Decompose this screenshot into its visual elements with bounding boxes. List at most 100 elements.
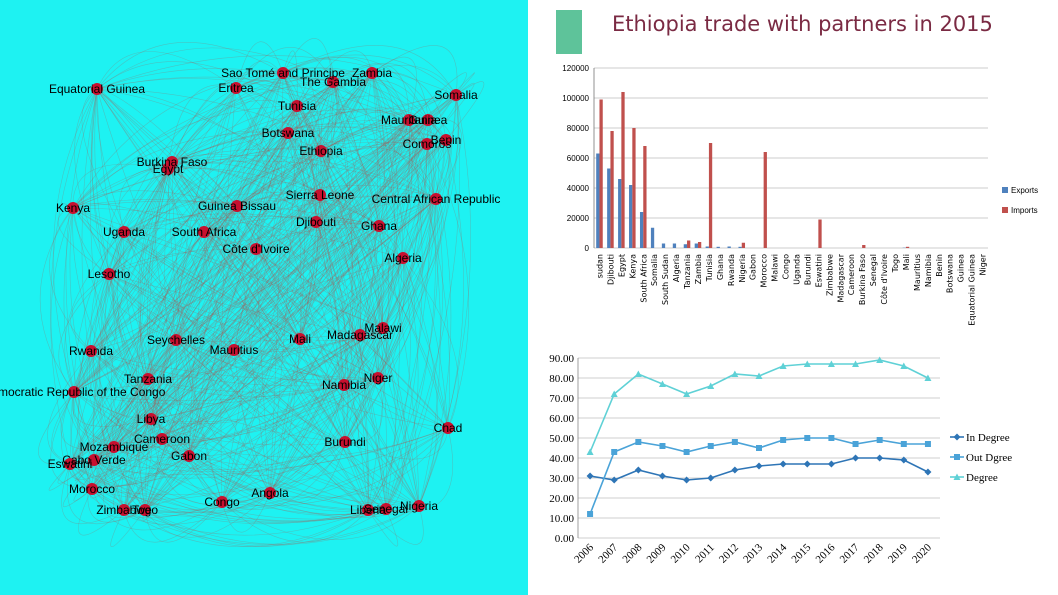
network-edge (382, 198, 443, 329)
network-node-label: Egypt (153, 162, 184, 176)
line-point (683, 449, 690, 455)
line-y-tick-label: 60.00 (549, 413, 574, 425)
network-edge (81, 88, 125, 511)
line-point (611, 449, 618, 455)
network-edge (296, 94, 322, 152)
bar-imports (599, 99, 603, 248)
network-edge (255, 248, 449, 429)
network-edge (296, 105, 305, 340)
network-edge (255, 132, 289, 250)
network-edge (299, 72, 373, 340)
network-node (264, 487, 276, 499)
network-edge (108, 119, 410, 275)
network-edge (73, 327, 384, 393)
network-edge (113, 143, 428, 448)
network-edge (144, 349, 235, 511)
network-edge (344, 257, 405, 443)
network-edge (269, 143, 428, 494)
network-node (156, 433, 168, 445)
network-edge (57, 207, 110, 275)
network-edge (282, 67, 322, 152)
bar-y-tick-label: 100000 (562, 94, 589, 103)
network-edge (144, 87, 237, 511)
network-edge (377, 257, 415, 379)
network-edge (175, 72, 373, 341)
network-edge (221, 441, 346, 510)
network-edge (123, 231, 190, 457)
bar-y-tick-label: 40000 (567, 184, 590, 193)
network-node-label: Algeria (384, 251, 422, 265)
network-edge (150, 248, 257, 420)
bar-category-label: Equatorial Guinea (968, 254, 977, 326)
network-edge (167, 111, 429, 170)
network-edge (343, 198, 437, 386)
network-edge (108, 94, 457, 275)
network-edge (72, 72, 284, 209)
network-edge (344, 377, 383, 443)
network-edge (377, 119, 420, 379)
network-edge (93, 334, 361, 461)
network-edge (299, 338, 449, 429)
network-edge (72, 207, 379, 379)
network-edge (108, 132, 289, 275)
network-edge (91, 338, 301, 490)
line-point (731, 370, 739, 377)
network-edge (175, 132, 289, 341)
network-edge (332, 81, 353, 386)
network-edge (73, 384, 345, 405)
network-edge (233, 349, 345, 387)
network-edge (90, 198, 437, 352)
network-edge (221, 143, 428, 503)
network-edge (90, 87, 237, 352)
network-node-label: Eritrea (218, 81, 254, 95)
network-edge (367, 143, 431, 511)
line-point (852, 360, 860, 367)
line-point (707, 443, 714, 449)
network-edge (69, 205, 238, 465)
network-edge (127, 418, 152, 512)
network-edge (377, 94, 459, 379)
network-edge (144, 338, 301, 511)
network-edge (91, 257, 404, 490)
network-edge (236, 141, 428, 207)
network-edge (93, 72, 284, 461)
network-edge (69, 161, 173, 465)
network-node (373, 220, 385, 232)
network-edge (73, 221, 317, 393)
line-point (876, 437, 883, 443)
line-point (731, 439, 738, 445)
network-edge (144, 119, 410, 511)
network-edge (221, 81, 334, 503)
network-edge (367, 505, 424, 545)
network-node-label: Burundi (324, 435, 365, 449)
network-edge (203, 231, 301, 340)
network-edge (359, 225, 390, 336)
network-edge (343, 257, 405, 386)
network-edge (72, 105, 298, 209)
network-edge (235, 87, 420, 507)
network-edge (236, 72, 284, 207)
network-edge (69, 463, 420, 522)
line-x-tick-label: 2018 (862, 541, 886, 565)
network-node-label: Mali (289, 332, 311, 346)
network-edge (287, 107, 447, 141)
network-edge (175, 248, 257, 341)
network-edge (282, 72, 321, 196)
network-edge (220, 87, 237, 503)
network-edge (167, 71, 284, 170)
line-point (828, 435, 835, 441)
network-node (397, 252, 409, 264)
line-x-tick-label: 2009 (645, 541, 669, 565)
network-edge (402, 257, 459, 429)
line-x-tick-label: 2011 (693, 542, 717, 566)
network-edge (175, 194, 321, 341)
line-point (610, 390, 618, 397)
network-edge (123, 81, 334, 511)
network-edge (408, 119, 441, 507)
network-edge (123, 349, 235, 511)
network-edge (188, 72, 373, 457)
network-edge (74, 88, 110, 275)
network-edge (382, 94, 460, 329)
network-edge (96, 47, 334, 90)
network-node (380, 503, 392, 515)
